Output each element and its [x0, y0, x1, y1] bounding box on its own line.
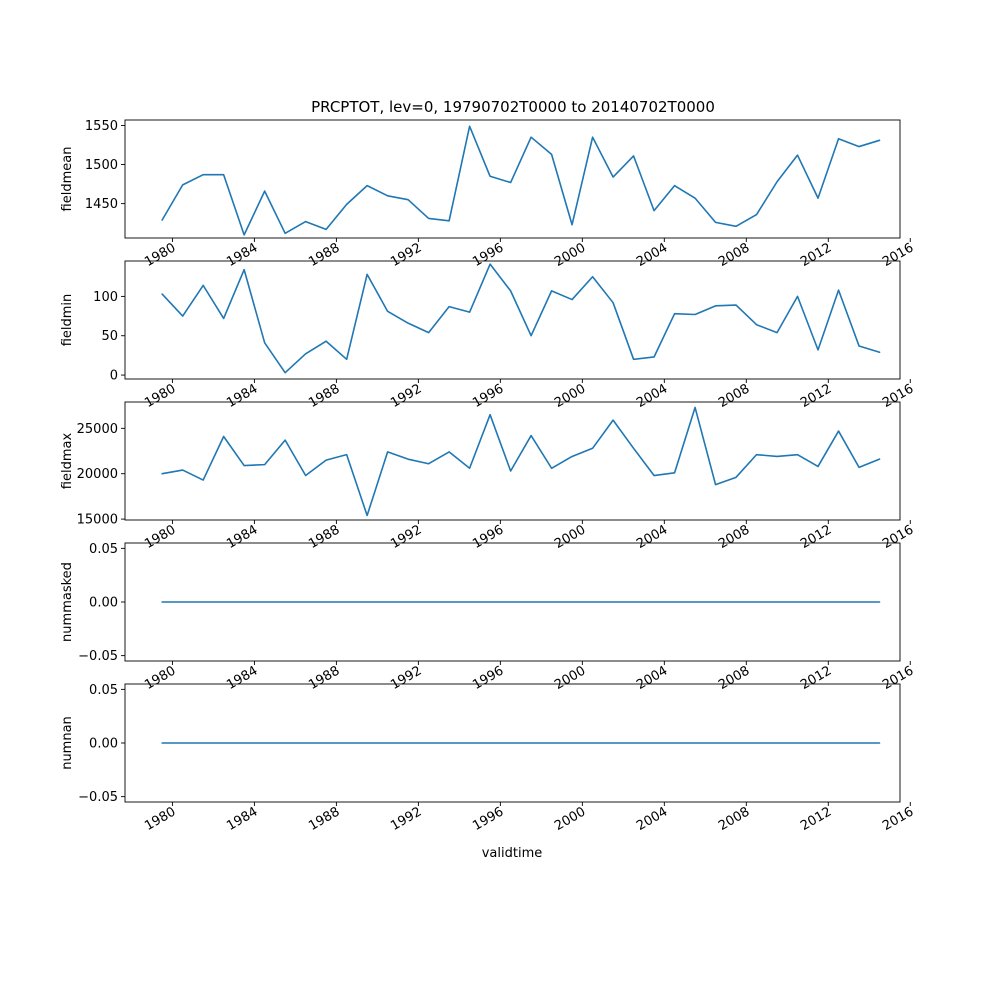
- x-tick-label: 1992: [388, 240, 424, 270]
- x-tick-label: 1988: [306, 663, 342, 693]
- x-tick-label: 2012: [798, 804, 834, 834]
- x-tick-label: 1996: [470, 663, 506, 693]
- y-tick-label: 50: [101, 329, 118, 344]
- x-tick-label: 2000: [552, 804, 588, 834]
- y-tick-label: −0.05: [78, 649, 118, 664]
- x-tick-label: 2000: [552, 240, 588, 270]
- x-tick-label: 1992: [388, 381, 424, 411]
- x-tick-label: 2016: [880, 663, 916, 693]
- x-tick-label: 2008: [716, 804, 752, 834]
- x-axis-label: validtime: [482, 846, 543, 861]
- x-tick-label: 2012: [798, 663, 834, 693]
- x-tick-label: 2000: [552, 522, 588, 552]
- axes-frame-fieldmin: [124, 260, 901, 380]
- panel-fieldmin: 0 50 100 fieldmin 1980 1984 1988 1992 1996 2000 20…: [60, 260, 916, 411]
- y-tick-label: 15000: [77, 513, 118, 528]
- x-tick-label: 1984: [224, 522, 260, 552]
- x-tick-label: 2008: [716, 381, 752, 411]
- x-tick-label: 2012: [798, 522, 834, 552]
- panel-numnan: −0.05 0.00 0.05 numnan 1980 1984 1988 1992 1996 2…: [60, 683, 916, 834]
- y-tick-label: 25000: [77, 422, 118, 437]
- x-tick-label: 1988: [306, 240, 342, 270]
- x-tick-label: 1992: [388, 663, 424, 693]
- x-tick-label: 1980: [142, 381, 178, 411]
- x-tick-label: 2012: [798, 240, 834, 270]
- x-tick-label: 1992: [388, 804, 424, 834]
- y-tick-label: 1500: [85, 158, 118, 173]
- x-tick-label: 1980: [142, 240, 178, 270]
- x-tick-label: 1988: [306, 522, 342, 552]
- x-tick-label: 1988: [306, 804, 342, 834]
- x-tick-label: 1996: [470, 240, 506, 270]
- y-tick-label: 0.00: [89, 737, 118, 752]
- y-axis-label: fieldmax: [60, 433, 75, 490]
- axes-frame-fieldmean: [124, 119, 901, 239]
- x-tick-label: 2004: [634, 804, 670, 834]
- y-axis-label: fieldmin: [60, 294, 75, 347]
- chart-title: PRCPTOT, lev=0, 19790702T0000 to 2014070…: [311, 98, 715, 116]
- y-tick-label: 0.05: [89, 542, 118, 557]
- x-tick-label: 1992: [388, 522, 424, 552]
- x-tick-label: 1984: [224, 381, 260, 411]
- x-tick-label: 1996: [470, 804, 506, 834]
- y-tick-label: 100: [93, 290, 118, 305]
- y-tick-label: −0.05: [78, 790, 118, 805]
- x-tick-label: 1980: [142, 522, 178, 552]
- x-tick-label: 2016: [880, 804, 916, 834]
- y-tick-label: 20000: [77, 467, 118, 482]
- x-tick-label: 2004: [634, 663, 670, 693]
- x-tick-label: 1984: [224, 663, 260, 693]
- y-tick-label: 1450: [85, 197, 118, 212]
- x-tick-label: 2012: [798, 381, 834, 411]
- x-tick-label: 1980: [142, 804, 178, 834]
- x-tick-label: 2016: [880, 381, 916, 411]
- series-line-fieldmax: [161, 406, 881, 517]
- panels: 1450 1500 1550 fieldmean 1980 1984 1988 1992 199…: [60, 119, 916, 834]
- x-tick-label: 2008: [716, 663, 752, 693]
- series-line-fieldmean: [161, 125, 881, 236]
- y-tick-label: 0.00: [89, 596, 118, 611]
- x-tick-label: 2004: [634, 381, 670, 411]
- x-tick-label: 1996: [470, 522, 506, 552]
- x-tick-label: 1996: [470, 381, 506, 411]
- x-tick-label: 2016: [880, 522, 916, 552]
- x-tick-label: 1984: [224, 804, 260, 834]
- y-axis-label: numnan: [60, 716, 75, 770]
- y-tick-label: 0.05: [89, 683, 118, 698]
- axes-frame-fieldmax: [124, 401, 901, 521]
- x-tick-label: 1984: [224, 240, 260, 270]
- x-tick-label: 2000: [552, 381, 588, 411]
- y-tick-label: 0: [110, 369, 118, 384]
- x-tick-label: 1988: [306, 381, 342, 411]
- x-tick-label: 1980: [142, 663, 178, 693]
- y-axis-label: fieldmean: [60, 147, 75, 212]
- x-tick-label: 2016: [880, 240, 916, 270]
- panel-fieldmean: 1450 1500 1550 fieldmean 1980 1984 1988 1992 199…: [60, 119, 916, 270]
- y-tick-label: 1550: [85, 119, 118, 134]
- y-axis-label: nummasked: [60, 562, 75, 642]
- x-tick-label: 2008: [716, 240, 752, 270]
- series-line-fieldmin: [161, 263, 881, 374]
- x-tick-label: 2008: [716, 522, 752, 552]
- x-tick-label: 2004: [634, 522, 670, 552]
- x-tick-label: 2000: [552, 663, 588, 693]
- panel-nummasked: −0.05 0.00 0.05 nummasked 1980 1984 1988 1992 19…: [60, 542, 916, 693]
- x-tick-label: 2004: [634, 240, 670, 270]
